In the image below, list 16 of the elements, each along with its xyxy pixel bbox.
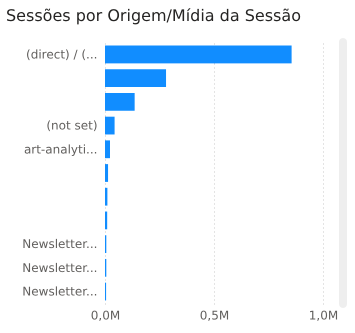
y-tick-label: (direct) / (... — [26, 47, 98, 62]
bar — [105, 69, 166, 88]
bar — [105, 164, 108, 182]
y-tick-label: Newsletter... — [22, 260, 98, 275]
y-tick-label: Newsletter... — [22, 284, 98, 299]
y-tick-label: art-analyti... — [24, 142, 98, 156]
bar — [105, 92, 135, 111]
chart-title: Sessões por Origem/Mídia da Sessão — [6, 6, 301, 25]
y-tick-label: Newsletter... — [22, 237, 98, 252]
bar — [105, 46, 292, 64]
bar — [105, 116, 115, 134]
bar — [105, 140, 110, 158]
x-tick-label: 1,0M — [308, 308, 338, 322]
x-tick-label: 0,0M — [90, 308, 120, 322]
y-tick-label: (not set) — [46, 118, 98, 133]
x-tick-label: 0,5M — [200, 308, 230, 322]
